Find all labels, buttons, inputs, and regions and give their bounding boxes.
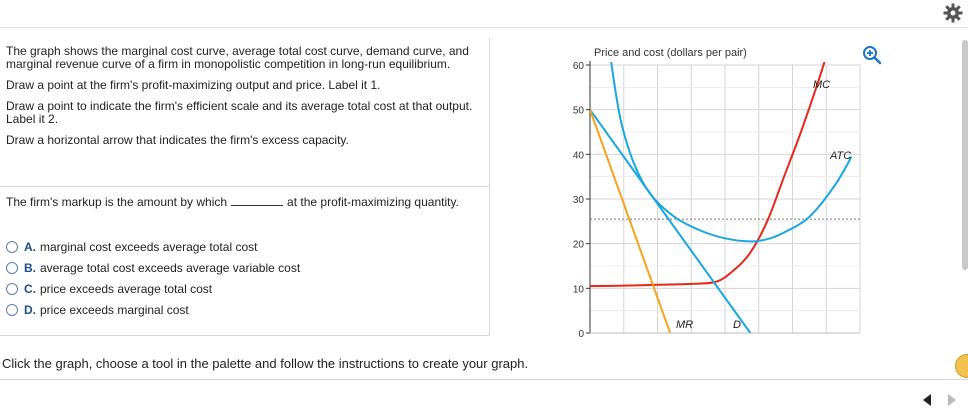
y-tick-label: 50: [573, 106, 585, 117]
series-d-curve: [590, 109, 752, 333]
option-d[interactable]: D. price exceeds marginal cost: [6, 299, 300, 320]
prev-arrow-icon[interactable]: [923, 394, 931, 406]
top-divider: [0, 27, 968, 28]
atc-label: ATC: [829, 150, 851, 162]
option-c[interactable]: C. price exceeds average total cost: [6, 278, 300, 299]
y-tick-label: 30: [573, 195, 585, 206]
question-before: The firm's markup is the amount by which: [6, 195, 228, 209]
instruction-4: Draw a horizontal arrow that indicates t…: [6, 133, 349, 147]
y-tick-label: 60: [573, 61, 585, 72]
radio-b[interactable]: [6, 261, 18, 274]
option-b-text: average total cost exceeds average varia…: [40, 260, 301, 275]
series-mr-curve: [590, 109, 672, 333]
y-tick-label: 10: [573, 284, 585, 295]
y-axis-label: Price and cost (dollars per pair): [594, 47, 747, 59]
scrollbar[interactable]: [962, 40, 968, 270]
option-d-letter: D.: [24, 302, 36, 317]
y-tick-label: 20: [573, 240, 585, 251]
y-tick-label: 40: [573, 150, 585, 161]
option-b-letter: B.: [24, 260, 36, 275]
instruction-3: Draw a point to indicate the firm's effi…: [6, 99, 473, 126]
option-a-letter: A.: [24, 239, 36, 254]
series-mc-curve: [590, 62, 826, 288]
mr-label: MR: [676, 319, 693, 331]
gear-icon[interactable]: [943, 3, 963, 23]
series-atc-curve: [610, 62, 853, 243]
option-a-text: marginal cost exceeds average total cost: [40, 239, 258, 254]
option-a[interactable]: A. marginal cost exceeds average total c…: [6, 236, 300, 257]
answer-blank: [231, 196, 284, 206]
graph-instruction: Click the graph, choose a tool in the pa…: [2, 356, 529, 371]
question-panel: The graph shows the marginal cost curve,…: [0, 38, 490, 336]
option-b[interactable]: B. average total cost exceeds average va…: [6, 257, 300, 278]
radio-d[interactable]: [6, 303, 18, 316]
option-c-text: price exceeds average total cost: [40, 281, 213, 296]
question-text: The firm's markup is the amount by which…: [6, 196, 484, 209]
instructions: The graph shows the marginal cost curve,…: [0, 38, 489, 147]
mc-label: MC: [813, 79, 830, 91]
radio-c[interactable]: [6, 282, 18, 295]
instruction-2: Draw a point at the firm's profit-maximi…: [6, 78, 381, 92]
bottom-divider: [0, 379, 968, 380]
option-d-text: price exceeds marginal cost: [40, 302, 189, 317]
answer-options: A. marginal cost exceeds average total c…: [6, 236, 300, 320]
zoom-in-icon[interactable]: [862, 45, 882, 65]
d-label: D: [733, 319, 741, 331]
y-tick-label: 0: [578, 329, 584, 340]
radio-a[interactable]: [6, 240, 18, 253]
next-arrow-icon[interactable]: [948, 394, 956, 406]
question-after: at the profit-maximizing quantity.: [287, 195, 459, 209]
instruction-1: The graph shows the marginal cost curve,…: [6, 44, 469, 71]
option-c-letter: C.: [24, 281, 36, 296]
panel-divider: [0, 186, 489, 187]
